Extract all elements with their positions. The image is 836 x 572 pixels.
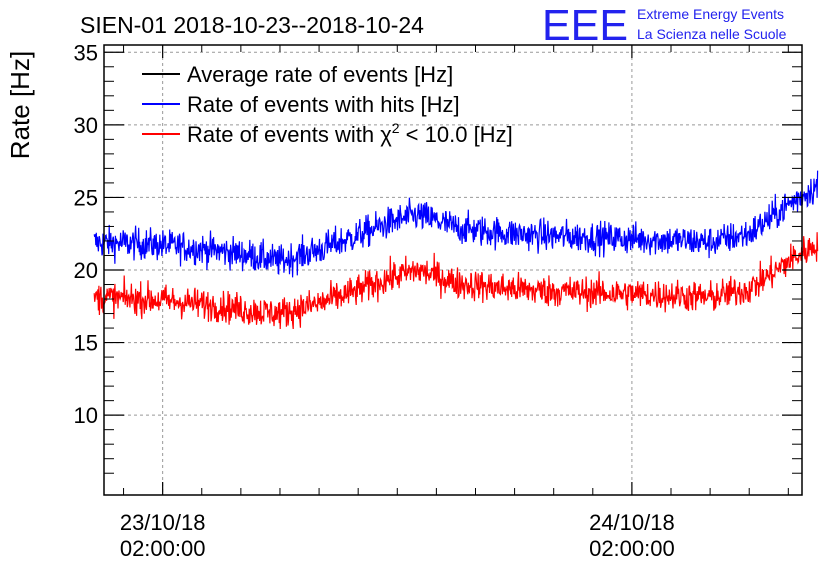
tick-labels: 10152025303523/10/1802:00:0024/10/1802:0… [74,40,675,561]
x-tick-label-time: 02:00:00 [120,536,206,561]
y-tick-label: 30 [74,113,98,138]
legend-item-chi2: Rate of events with χ2 < 10.0 [Hz] [142,120,513,147]
legend-item-average: Average rate of events [Hz] [142,62,453,87]
legend-label-chi2-main: Rate of events with χ [187,122,392,147]
x-tick-label-date: 24/10/18 [589,510,675,535]
legend-label-chi2-sup: 2 [392,120,400,136]
legend-label-hits: Rate of events with hits [Hz] [187,92,460,117]
series-layer [93,170,819,330]
legend-item-hits: Rate of events with hits [Hz] [142,92,460,117]
y-tick-label: 20 [74,258,98,283]
eee-logo: EEE Extreme Energy Events La Scienza nel… [542,1,787,50]
axis-ticks [104,45,802,495]
y-tick-label: 35 [74,40,98,65]
x-tick-label-time: 02:00:00 [589,536,675,561]
logo-line2: La Scienza nelle Scuole [637,26,787,42]
legend: Average rate of events [Hz] Rate of even… [142,62,513,147]
y-tick-label: 10 [74,403,98,428]
logo-mark: EEE [542,1,628,50]
logo-line1: Extreme Energy Events [637,6,784,22]
grid-lines [104,45,802,495]
legend-label-chi2-tail: < 10.0 [Hz] [400,122,513,147]
legend-label-average: Average rate of events [Hz] [187,62,453,87]
chart-title: SIEN-01 2018-10-23--2018-10-24 [80,12,424,38]
y-tick-label: 25 [74,185,98,210]
series-line-hits [93,170,819,278]
x-tick-label-date: 23/10/18 [120,510,206,535]
legend-label-chi2: Rate of events with χ2 < 10.0 [Hz] [187,120,513,147]
series-line-chi2 [93,232,819,330]
y-tick-label: 15 [74,331,98,356]
y-axis-label: Rate [Hz] [5,51,35,159]
